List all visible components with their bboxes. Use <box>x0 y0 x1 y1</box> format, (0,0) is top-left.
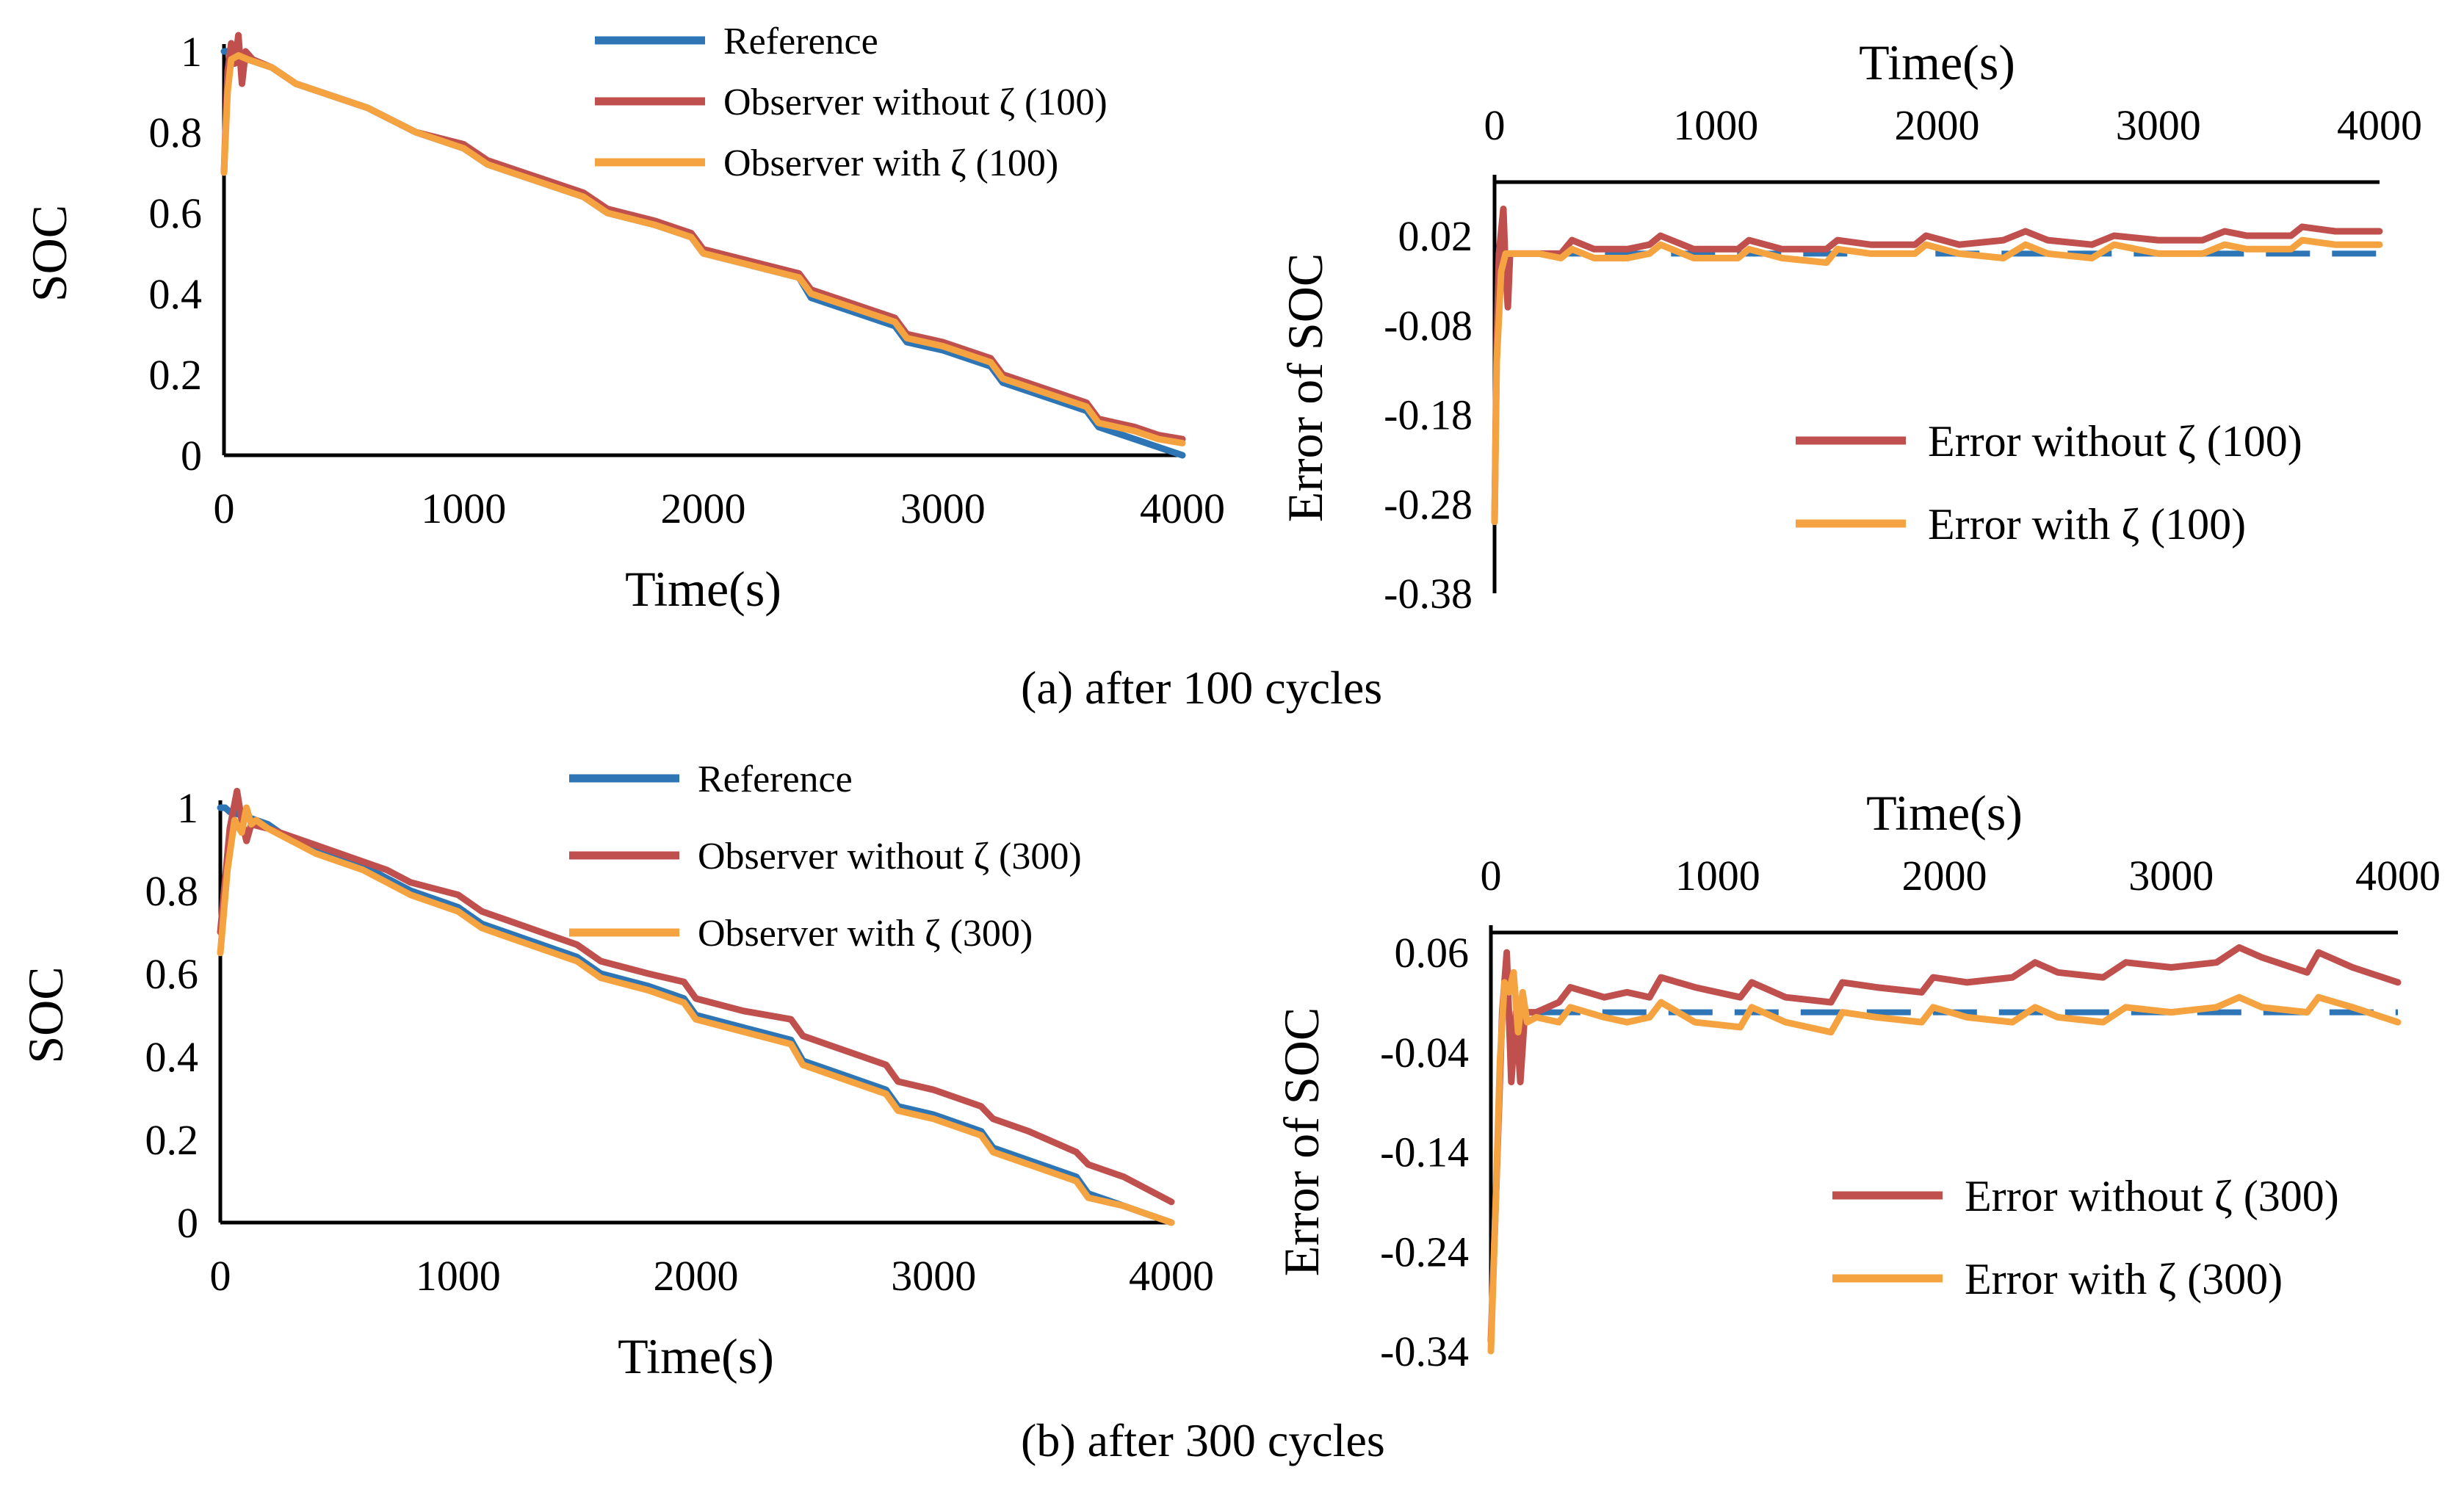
soc-300-x-axis-title: Time(s) <box>618 1328 774 1384</box>
err-100-ytick-label: -0.18 <box>1384 391 1473 439</box>
soc-100-xtick-label: 0 <box>214 485 235 532</box>
err-300-series-with <box>1487 969 2402 1355</box>
err-300-xtick-label: 3000 <box>2128 852 2214 899</box>
soc-300-legend-label: Reference <box>698 759 853 800</box>
err-300-legend-label: Error without ζ (300) <box>1965 1172 2339 1220</box>
soc-100-ytick-label: 0.6 <box>149 189 203 237</box>
soc-300-ytick-label: 1 <box>177 784 198 832</box>
soc-300-xtick-label: 4000 <box>1129 1252 1214 1300</box>
soc-100-xtick-label: 3000 <box>900 485 986 532</box>
soc-300-xtick-label: 1000 <box>416 1252 501 1300</box>
err-100-xtick-label: 4000 <box>2337 101 2422 149</box>
err-300-ytick-label: -0.24 <box>1380 1228 1469 1275</box>
soc-100-ytick-label: 0 <box>181 432 202 479</box>
soc-100-ytick-label: 0.8 <box>149 109 203 156</box>
soc-100-ytick-label: 0.2 <box>149 351 203 399</box>
err-300-xtick-label: 4000 <box>2355 852 2440 899</box>
err-100-xtick-label: 3000 <box>2116 101 2201 149</box>
err-300-ytick-label: -0.04 <box>1380 1029 1469 1076</box>
err-100-xtick-label: 0 <box>1484 101 1506 149</box>
soc-100-ytick-label: 1 <box>181 28 202 76</box>
soc-300-ytick-label: 0.2 <box>145 1116 199 1164</box>
soc-100-legend-label: Observer without ζ (100) <box>723 82 1108 123</box>
soc-300-legend-label: Observer without ζ (300) <box>698 836 1082 877</box>
soc-300-xtick-label: 2000 <box>654 1252 739 1300</box>
soc-100-x-axis-title: Time(s) <box>625 561 781 617</box>
err-100-xtick-label: 2000 <box>1895 101 1980 149</box>
soc-100-legend-label: Observer with ζ (100) <box>723 142 1058 184</box>
err-300-x-axis-title: Time(s) <box>1866 785 2023 841</box>
err-300-ytick-label: -0.14 <box>1380 1129 1469 1176</box>
err-300-legend-label: Error with ζ (300) <box>1965 1255 2283 1303</box>
soc-100-xtick-label: 2000 <box>661 485 746 532</box>
soc-300-ytick-label: 0.4 <box>145 1033 199 1081</box>
err-100-ytick-label: -0.38 <box>1384 570 1473 618</box>
err-100-legend-label: Error with ζ (100) <box>1928 500 2246 549</box>
err-100-ytick-label: 0.02 <box>1398 212 1473 260</box>
caption-b: (b) after 300 cycles <box>1021 1414 1385 1466</box>
err-100-xtick-label: 1000 <box>1673 101 1758 149</box>
soc-300-ytick-label: 0 <box>177 1199 198 1247</box>
err-300-ytick-label: 0.06 <box>1395 929 1470 977</box>
soc-100-xtick-label: 4000 <box>1140 485 1225 532</box>
caption-a: (a) after 100 cycles <box>1021 662 1383 714</box>
err-300-xtick-label: 0 <box>1481 852 1502 899</box>
err-300-xtick-label: 2000 <box>1902 852 1987 899</box>
err-300-xtick-label: 1000 <box>1675 852 1760 899</box>
soc-100-xtick-label: 1000 <box>421 485 506 532</box>
err-100-ytick-label: -0.08 <box>1384 302 1473 350</box>
err-100-ytick-label: -0.28 <box>1384 480 1473 528</box>
err-100-x-axis-title: Time(s) <box>1859 35 2015 90</box>
soc-100-series-with <box>220 52 1186 446</box>
soc-300-xtick-label: 0 <box>210 1252 231 1300</box>
err-300-series-without <box>1487 944 2402 1344</box>
err-100-legend-label: Error without ζ (100) <box>1928 417 2302 466</box>
err-100-y-axis-title: Error of SOC <box>1277 253 1333 522</box>
soc-300-ytick-label: 0.6 <box>145 950 199 998</box>
err-300-y-axis-title: Error of SOC <box>1273 1007 1329 1276</box>
soc-100-ytick-label: 0.4 <box>149 270 203 318</box>
soc-100-y-axis-title: SOC <box>21 205 77 302</box>
soc-300-xtick-label: 3000 <box>891 1252 976 1300</box>
soc-300-y-axis-title: SOC <box>18 966 73 1063</box>
err-100-series-with <box>1491 236 2383 526</box>
err-300-ytick-label: -0.34 <box>1380 1328 1469 1375</box>
soc-300-legend-label: Observer with ζ (300) <box>698 913 1033 955</box>
soc-100-legend-label: Reference <box>723 21 878 62</box>
soc-300-series-with <box>217 804 1175 1226</box>
soc-300-ytick-label: 0.8 <box>145 867 199 915</box>
